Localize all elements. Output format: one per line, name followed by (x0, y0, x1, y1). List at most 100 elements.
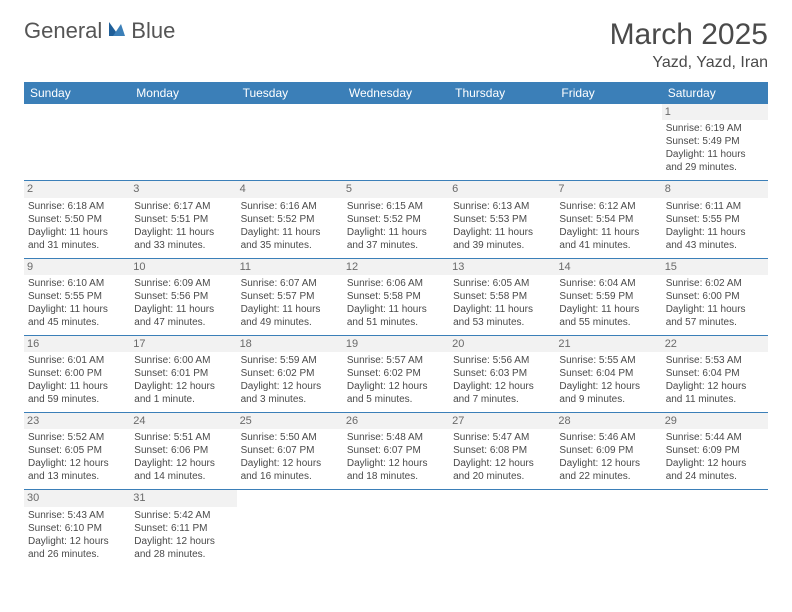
calendar-day-cell: 12Sunrise: 6:06 AMSunset: 5:58 PMDayligh… (343, 258, 449, 335)
calendar-day-cell: 4Sunrise: 6:16 AMSunset: 5:52 PMDaylight… (237, 181, 343, 258)
calendar-day-cell: 9Sunrise: 6:10 AMSunset: 5:55 PMDaylight… (24, 258, 130, 335)
sunrise-text: Sunrise: 5:53 AM (666, 354, 764, 367)
daylight-text: Daylight: 12 hours and 13 minutes. (28, 457, 126, 483)
weekday-header: Thursday (449, 82, 555, 104)
sunset-text: Sunset: 6:00 PM (666, 290, 764, 303)
daylight-text: Daylight: 12 hours and 5 minutes. (347, 380, 445, 406)
weekday-header: Saturday (662, 82, 768, 104)
calendar-day-cell: . (130, 104, 236, 181)
daylight-text: Daylight: 11 hours and 49 minutes. (241, 303, 339, 329)
day-number: 23 (24, 413, 130, 429)
day-number: 17 (130, 336, 236, 352)
calendar-day-cell: 2Sunrise: 6:18 AMSunset: 5:50 PMDaylight… (24, 181, 130, 258)
sunset-text: Sunset: 6:09 PM (666, 444, 764, 457)
sunrise-text: Sunrise: 5:59 AM (241, 354, 339, 367)
calendar-day-cell: 1Sunrise: 6:19 AMSunset: 5:49 PMDaylight… (662, 104, 768, 181)
daylight-text: Daylight: 11 hours and 43 minutes. (666, 226, 764, 252)
daylight-text: Daylight: 12 hours and 26 minutes. (28, 535, 126, 561)
calendar-day-cell: 17Sunrise: 6:00 AMSunset: 6:01 PMDayligh… (130, 335, 236, 412)
sunset-text: Sunset: 5:50 PM (28, 213, 126, 226)
sunset-text: Sunset: 6:01 PM (134, 367, 232, 380)
day-number: 3 (130, 181, 236, 197)
weekday-header: Wednesday (343, 82, 449, 104)
sunset-text: Sunset: 6:04 PM (559, 367, 657, 380)
sunset-text: Sunset: 6:02 PM (347, 367, 445, 380)
day-number: 12 (343, 259, 449, 275)
day-number: 9 (24, 259, 130, 275)
daylight-text: Daylight: 12 hours and 11 minutes. (666, 380, 764, 406)
calendar-day-cell: . (237, 104, 343, 181)
sunrise-text: Sunrise: 6:16 AM (241, 200, 339, 213)
calendar-day-cell: 10Sunrise: 6:09 AMSunset: 5:56 PMDayligh… (130, 258, 236, 335)
calendar-day-cell: 25Sunrise: 5:50 AMSunset: 6:07 PMDayligh… (237, 413, 343, 490)
calendar-day-cell: 26Sunrise: 5:48 AMSunset: 6:07 PMDayligh… (343, 413, 449, 490)
sunset-text: Sunset: 6:09 PM (559, 444, 657, 457)
sunset-text: Sunset: 6:03 PM (453, 367, 551, 380)
day-number: 5 (343, 181, 449, 197)
day-number: 15 (662, 259, 768, 275)
sunset-text: Sunset: 6:10 PM (28, 522, 126, 535)
sunrise-text: Sunrise: 5:44 AM (666, 431, 764, 444)
sunset-text: Sunset: 5:53 PM (453, 213, 551, 226)
calendar-day-cell: 3Sunrise: 6:17 AMSunset: 5:51 PMDaylight… (130, 181, 236, 258)
daylight-text: Daylight: 12 hours and 14 minutes. (134, 457, 232, 483)
calendar-table: Sunday Monday Tuesday Wednesday Thursday… (24, 82, 768, 567)
day-number: 7 (555, 181, 661, 197)
day-number: 24 (130, 413, 236, 429)
sunrise-text: Sunrise: 5:48 AM (347, 431, 445, 444)
daylight-text: Daylight: 11 hours and 35 minutes. (241, 226, 339, 252)
day-number: 10 (130, 259, 236, 275)
calendar-day-cell: 6Sunrise: 6:13 AMSunset: 5:53 PMDaylight… (449, 181, 555, 258)
sunset-text: Sunset: 5:59 PM (559, 290, 657, 303)
location-text: Yazd, Yazd, Iran (610, 54, 768, 72)
sunrise-text: Sunrise: 5:51 AM (134, 431, 232, 444)
daylight-text: Daylight: 12 hours and 16 minutes. (241, 457, 339, 483)
sail-icon (107, 18, 127, 44)
calendar-day-cell: 29 Sunrise: 5:44 AMSunset: 6:09 PMDayligh… (662, 413, 768, 490)
calendar-day-cell: 14Sunrise: 6:04 AMSunset: 5:59 PMDayligh… (555, 258, 661, 335)
day-number: 28 (555, 413, 661, 429)
day-number: 1 (662, 104, 768, 120)
sunrise-text: Sunrise: 6:04 AM (559, 277, 657, 290)
sunrise-text: Sunrise: 6:13 AM (453, 200, 551, 213)
calendar-day-cell: . (449, 104, 555, 181)
daylight-text: Daylight: 12 hours and 20 minutes. (453, 457, 551, 483)
day-number: 29 (662, 413, 768, 429)
sunset-text: Sunset: 6:04 PM (666, 367, 764, 380)
sunrise-text: Sunrise: 6:10 AM (28, 277, 126, 290)
daylight-text: Daylight: 11 hours and 33 minutes. (134, 226, 232, 252)
calendar-day-cell: 11Sunrise: 6:07 AMSunset: 5:57 PMDayligh… (237, 258, 343, 335)
calendar-day-cell: . (237, 490, 343, 567)
sunset-text: Sunset: 5:49 PM (666, 135, 764, 148)
brand-logo: General Blue (24, 18, 175, 44)
day-number: 26 (343, 413, 449, 429)
calendar-week-row: 16Sunrise: 6:01 AMSunset: 6:00 PMDayligh… (24, 335, 768, 412)
sunrise-text: Sunrise: 6:11 AM (666, 200, 764, 213)
daylight-text: Daylight: 11 hours and 41 minutes. (559, 226, 657, 252)
month-title: March 2025 (610, 18, 768, 52)
day-number: 14 (555, 259, 661, 275)
day-number: 22 (662, 336, 768, 352)
calendar-day-cell: 16Sunrise: 6:01 AMSunset: 6:00 PMDayligh… (24, 335, 130, 412)
calendar-day-cell: 22 Sunrise: 5:53 AMSunset: 6:04 PMDayligh… (662, 335, 768, 412)
header: General Blue March 2025 Yazd, Yazd, Iran (24, 18, 768, 72)
sunrise-text: Sunrise: 6:01 AM (28, 354, 126, 367)
daylight-text: Daylight: 11 hours and 51 minutes. (347, 303, 445, 329)
daylight-text: Daylight: 11 hours and 47 minutes. (134, 303, 232, 329)
calendar-day-cell: 28Sunrise: 5:46 AMSunset: 6:09 PMDayligh… (555, 413, 661, 490)
day-number: 11 (237, 259, 343, 275)
sunrise-text: Sunrise: 5:47 AM (453, 431, 551, 444)
sunrise-text: Sunrise: 6:17 AM (134, 200, 232, 213)
day-number: 18 (237, 336, 343, 352)
calendar-week-row: 30Sunrise: 5:43 AMSunset: 6:10 PMDayligh… (24, 490, 768, 567)
sunset-text: Sunset: 5:56 PM (134, 290, 232, 303)
calendar-day-cell: 8Sunrise: 6:11 AMSunset: 5:55 PMDaylight… (662, 181, 768, 258)
daylight-text: Daylight: 12 hours and 24 minutes. (666, 457, 764, 483)
sunrise-text: Sunrise: 6:07 AM (241, 277, 339, 290)
calendar-day-cell: . (343, 104, 449, 181)
title-block: March 2025 Yazd, Yazd, Iran (610, 18, 768, 72)
daylight-text: Daylight: 12 hours and 1 minute. (134, 380, 232, 406)
calendar-day-cell: 23Sunrise: 5:52 AMSunset: 6:05 PMDayligh… (24, 413, 130, 490)
calendar-day-cell: . (662, 490, 768, 567)
sunset-text: Sunset: 6:07 PM (347, 444, 445, 457)
